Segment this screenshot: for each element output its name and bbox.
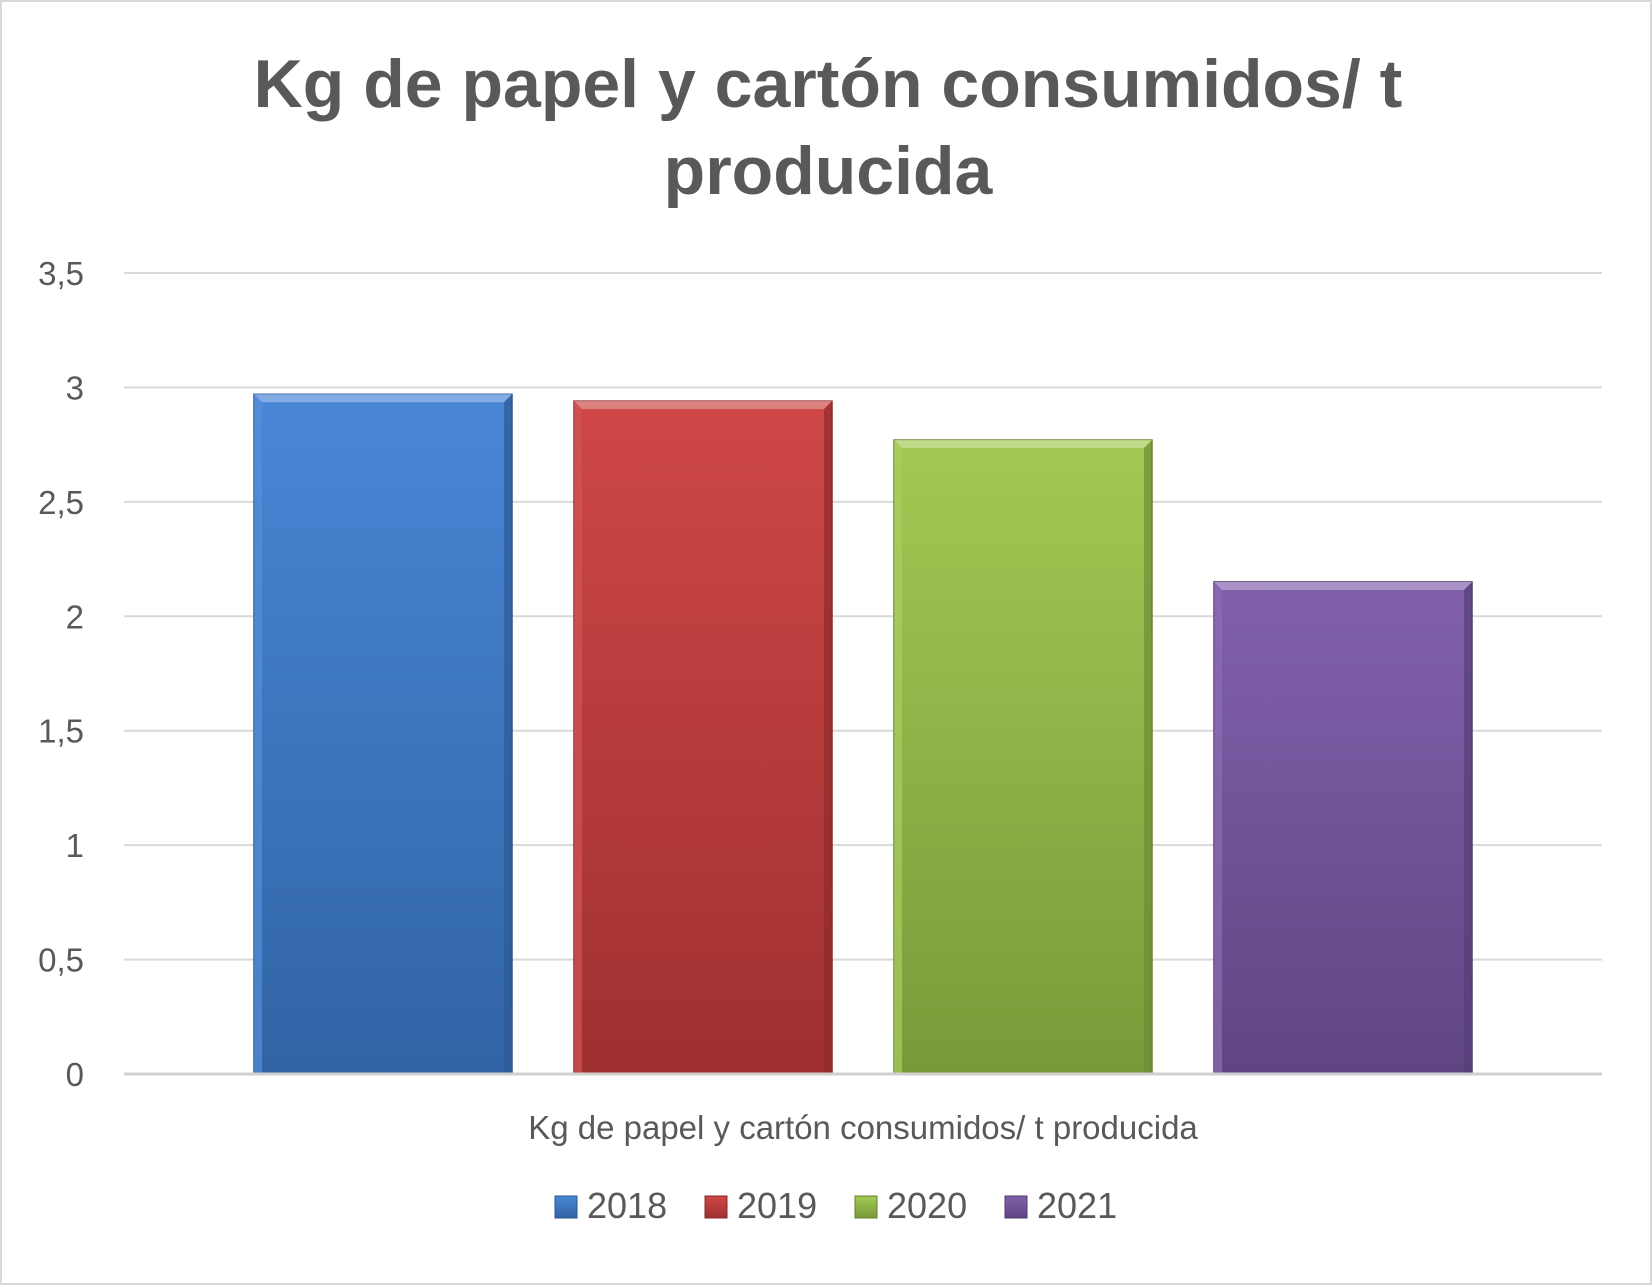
y-tick-label: 0,5 (38, 942, 84, 979)
legend: 2018 2019 2020 2021 (554, 1185, 1117, 1226)
bars (253, 393, 1473, 1075)
y-tick-label: 3 (66, 369, 84, 406)
legend-item-2021: 2021 (1004, 1185, 1117, 1226)
legend-swatch (554, 1195, 578, 1219)
legend-label: 2020 (887, 1185, 967, 1226)
x-axis: Kg de papel y cartón consumidos/ t produ… (124, 1072, 1602, 1146)
y-tick-label: 2 (66, 598, 84, 635)
bar-bevel-top (254, 394, 512, 403)
y-tick-label: 2,5 (38, 484, 84, 521)
bar-body (1213, 581, 1473, 1075)
chart-title-line-1: Kg de papel y cartón consumidos/ t (254, 46, 1403, 122)
bar-bevel-left (1214, 581, 1222, 1074)
bar-2021 (1213, 581, 1473, 1075)
chart-title-line-2: producida (664, 133, 994, 209)
bar-body (893, 439, 1153, 1075)
legend-swatch (704, 1195, 728, 1219)
legend-label: 2019 (737, 1185, 817, 1226)
bar-2019 (573, 400, 833, 1075)
bar-2020 (893, 439, 1153, 1075)
bar-body (253, 393, 513, 1075)
category-label: Kg de papel y cartón consumidos/ t produ… (528, 1109, 1198, 1146)
y-tick-label: 1 (66, 827, 84, 864)
legend-item-2018: 2018 (554, 1185, 667, 1226)
y-tick-label: 0 (66, 1056, 84, 1093)
bar-bevel-left (894, 440, 902, 1075)
bar-body (573, 400, 833, 1075)
y-axis-tick-labels: 0 0,5 1 1,5 2 2,5 3 3,5 (38, 255, 84, 1093)
y-tick-label: 3,5 (38, 255, 84, 292)
legend-item-2019: 2019 (704, 1185, 817, 1226)
legend-label: 2021 (1037, 1185, 1117, 1226)
bar-bevel-right (824, 401, 832, 1074)
bar-bevel-top (894, 440, 1152, 449)
bar-bevel-right (1144, 440, 1152, 1075)
bar-bevel-left (254, 394, 262, 1074)
legend-swatch (854, 1195, 878, 1219)
bar-bevel-left (574, 401, 582, 1074)
bar-bevel-right (504, 394, 512, 1074)
legend-item-2020: 2020 (854, 1185, 967, 1226)
bar-2018 (253, 393, 513, 1075)
bar-bevel-top (574, 401, 832, 410)
bar-bevel-right (1464, 581, 1472, 1074)
legend-swatch (1004, 1195, 1028, 1219)
y-tick-label: 1,5 (38, 713, 84, 750)
chart-title: Kg de papel y cartón consumidos/ t produ… (254, 46, 1403, 209)
legend-label: 2018 (587, 1185, 667, 1226)
bar-bevel-top (1214, 581, 1472, 590)
